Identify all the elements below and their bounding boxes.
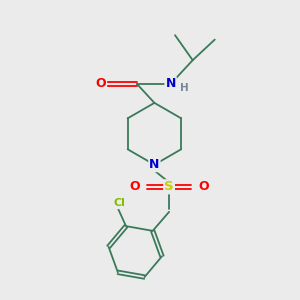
Text: O: O <box>95 77 106 90</box>
Text: N: N <box>165 77 176 90</box>
Text: N: N <box>149 158 160 171</box>
Text: O: O <box>129 180 140 193</box>
Text: Cl: Cl <box>113 198 125 208</box>
Text: O: O <box>198 180 209 193</box>
Text: S: S <box>164 180 174 193</box>
Text: H: H <box>180 83 189 93</box>
